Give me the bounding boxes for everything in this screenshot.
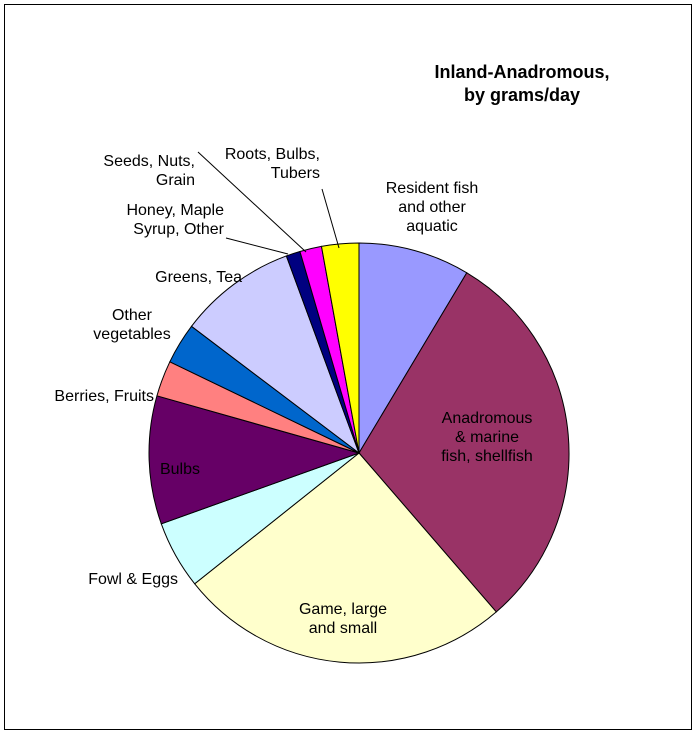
pie-slice xyxy=(193,452,498,664)
slice-label: Resident fish and other aquatic xyxy=(386,180,479,235)
chart-title: Inland-Anadromous, by grams/day xyxy=(435,62,610,105)
leader-line xyxy=(225,237,289,255)
slice-label: Anadromous & marine fish, shellfish xyxy=(441,410,533,465)
leader-line xyxy=(197,151,307,253)
slice-label: Roots, Bulbs, Tubers xyxy=(225,146,320,182)
pie-slices xyxy=(148,242,570,664)
slice-label: Seeds, Nuts, Grain xyxy=(103,153,195,189)
leader-line xyxy=(321,188,340,249)
slice-labels: Resident fish and other aquatic Anadromous &… xyxy=(54,146,532,637)
pie-slice xyxy=(190,255,361,455)
pie-slice xyxy=(358,242,468,455)
slice-label: Game, large and small xyxy=(299,601,387,637)
slice-label: Bulbs xyxy=(160,461,200,478)
pie-slice xyxy=(148,395,361,525)
pie-slice xyxy=(358,272,570,613)
slice-label: Honey, Maple Syrup, Other xyxy=(126,202,224,238)
slice-label: Other vegetables xyxy=(93,307,170,343)
slice-label: Greens, Tea xyxy=(155,269,242,286)
leader-lines xyxy=(197,151,340,255)
slice-label: Fowl & Eggs xyxy=(88,571,178,588)
pie-slice xyxy=(320,242,360,454)
slice-label: Berries, Fruits xyxy=(54,388,154,405)
